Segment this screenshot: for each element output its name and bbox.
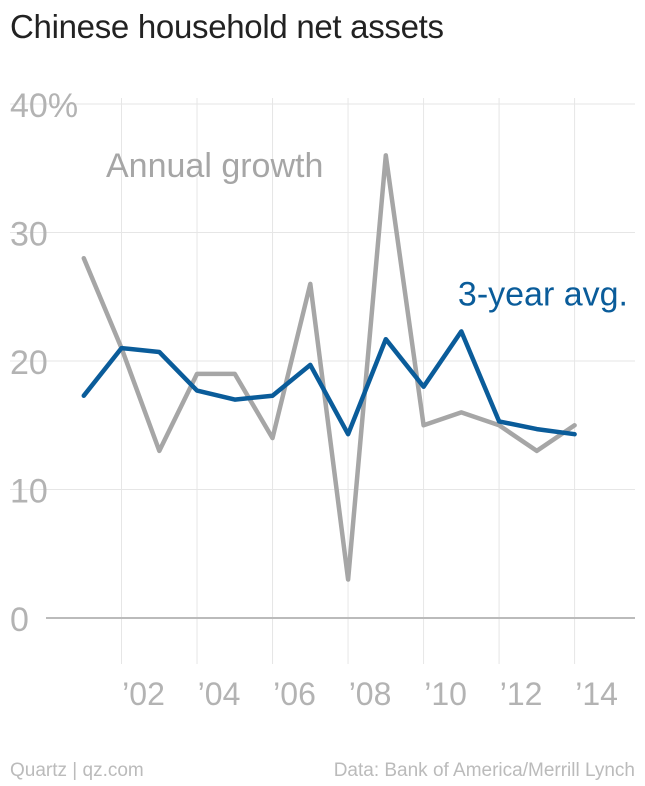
series-annual-growth-line [81, 153, 577, 582]
series-3-year-avg-line [81, 329, 577, 437]
y-tick-label: 30 [10, 216, 48, 254]
series-lines [81, 153, 577, 582]
x-tick-label: ’12 [500, 676, 543, 712]
y-tick-label: 20 [10, 344, 48, 382]
x-tick-label: ’06 [273, 676, 316, 712]
y-tick-label: 10 [10, 473, 48, 511]
series-label-3-year-avg: 3-year avg. [458, 276, 628, 314]
x-tick-label: ’08 [349, 676, 392, 712]
x-tick-label: ’02 [122, 676, 165, 712]
x-tick-label: ’04 [198, 676, 241, 712]
y-tick-label: 0 [10, 601, 29, 639]
chart-title: Chinese household net assets [10, 8, 444, 45]
y-tick-label: 40% [10, 87, 78, 125]
source-text: Data: Bank of America/Merrill Lynch [333, 760, 635, 781]
credit-text: Quartz | qz.com [10, 760, 144, 781]
x-axis-ticks: ’02 ’04 ’06 ’08 ’10 ’12 ’14 [122, 676, 618, 712]
y-axis-ticks: 0 10 20 30 40% [10, 87, 78, 639]
x-tick-label: ’10 [424, 676, 467, 712]
x-tick-label: ’14 [575, 676, 618, 712]
series-labels: Annual growth 3-year avg. [106, 147, 628, 314]
grid [10, 98, 635, 664]
series-label-annual-growth: Annual growth [106, 147, 323, 185]
